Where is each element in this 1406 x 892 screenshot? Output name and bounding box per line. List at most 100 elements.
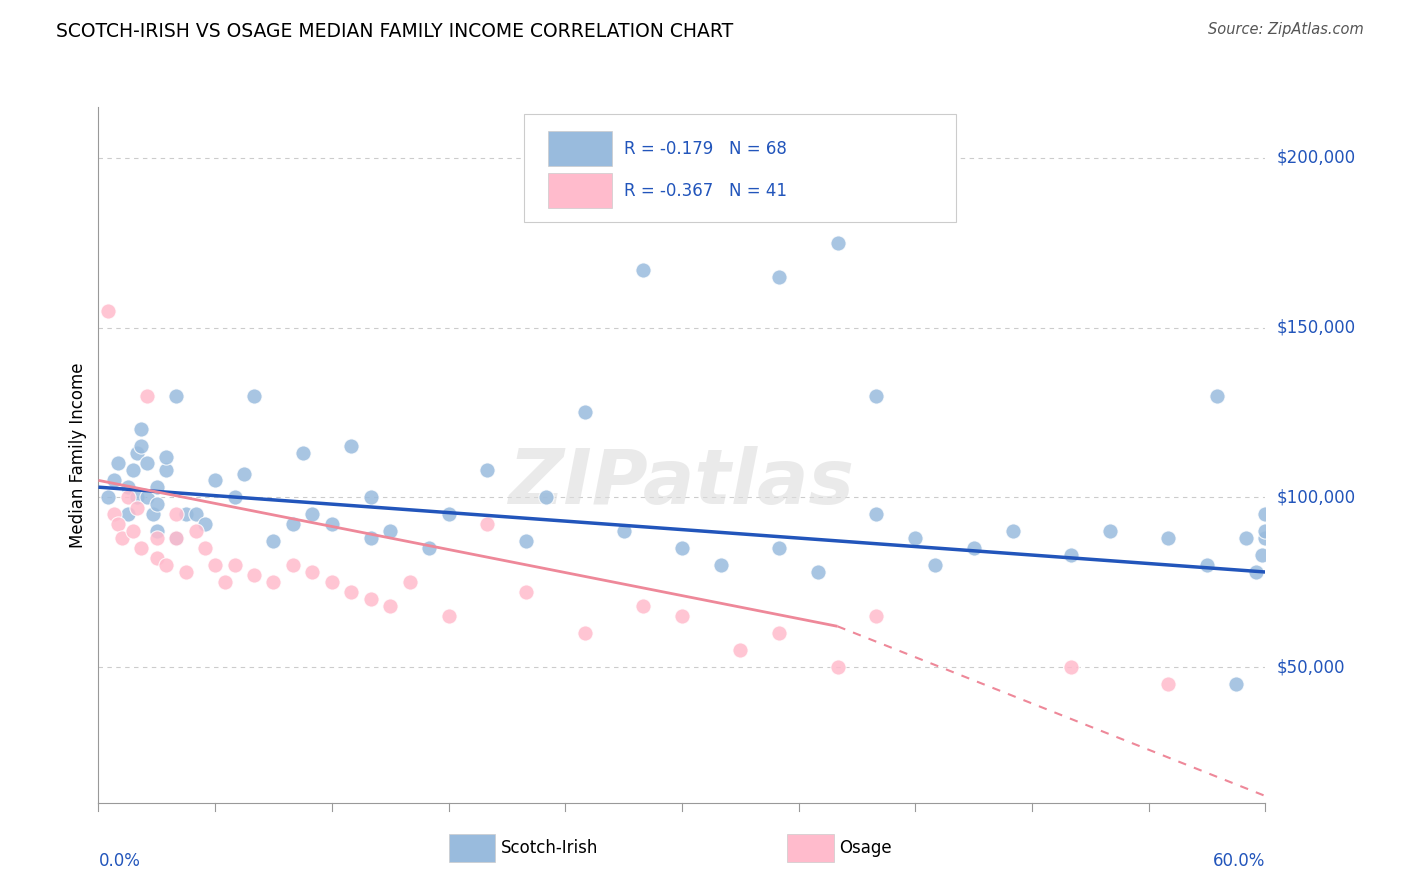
Point [574, 405, 596, 419]
Point [827, 660, 849, 674]
Point [301, 508, 323, 522]
Point [574, 626, 596, 640]
Text: R = -0.179   N = 68: R = -0.179 N = 68 [623, 140, 786, 158]
Point [827, 235, 849, 250]
Point [924, 558, 946, 573]
Point [360, 592, 382, 607]
FancyBboxPatch shape [524, 114, 956, 222]
Point [360, 491, 382, 505]
Point [204, 558, 226, 573]
Point [127, 500, 149, 515]
Point [515, 585, 537, 599]
Point [165, 531, 187, 545]
Text: 60.0%: 60.0% [1213, 852, 1265, 870]
Point [117, 491, 139, 505]
Y-axis label: Median Family Income: Median Family Income [69, 362, 87, 548]
Point [194, 517, 217, 532]
Point [1254, 524, 1277, 539]
Point [262, 575, 284, 590]
Point [155, 463, 177, 477]
Point [321, 575, 343, 590]
Point [1157, 531, 1180, 545]
Point [129, 439, 152, 453]
Point [243, 568, 266, 582]
Point [1244, 565, 1267, 579]
Point [710, 558, 733, 573]
Text: Source: ZipAtlas.com: Source: ZipAtlas.com [1208, 22, 1364, 37]
Point [146, 497, 169, 511]
Point [165, 388, 187, 402]
Point [129, 422, 152, 436]
Point [1205, 388, 1227, 402]
Point [146, 480, 169, 494]
Text: 0.0%: 0.0% [98, 852, 141, 870]
Point [136, 491, 159, 505]
Point [807, 565, 830, 579]
Point [631, 599, 654, 613]
Point [146, 531, 169, 545]
Point [127, 446, 149, 460]
Text: ZIPatlas: ZIPatlas [509, 446, 855, 520]
Point [671, 609, 693, 624]
Text: Osage: Osage [839, 839, 891, 857]
FancyBboxPatch shape [449, 834, 495, 862]
Point [477, 517, 499, 532]
Point [768, 269, 790, 284]
Point [233, 467, 256, 481]
Point [111, 531, 134, 545]
Point [174, 565, 197, 579]
Point [865, 508, 887, 522]
Text: R = -0.367   N = 41: R = -0.367 N = 41 [623, 182, 786, 200]
Point [122, 524, 145, 539]
Point [865, 609, 887, 624]
Point [437, 609, 460, 624]
Point [281, 558, 304, 573]
Point [1250, 548, 1272, 562]
FancyBboxPatch shape [548, 173, 612, 208]
Point [146, 524, 169, 539]
Point [1225, 677, 1247, 691]
Point [107, 457, 129, 471]
Point [142, 508, 165, 522]
Point [103, 474, 125, 488]
Point [515, 534, 537, 549]
Text: $150,000: $150,000 [1277, 318, 1355, 336]
Point [1234, 531, 1257, 545]
Point [418, 541, 440, 556]
Text: Scotch-Irish: Scotch-Irish [501, 839, 599, 857]
Point [129, 541, 152, 556]
Point [1254, 508, 1277, 522]
Point [262, 534, 284, 549]
Point [174, 508, 197, 522]
Point [127, 491, 149, 505]
Point [117, 480, 139, 494]
Point [136, 457, 159, 471]
Point [184, 524, 207, 539]
Point [165, 531, 187, 545]
Point [136, 388, 159, 402]
Point [398, 575, 420, 590]
Point [768, 626, 790, 640]
FancyBboxPatch shape [787, 834, 834, 862]
Point [224, 491, 246, 505]
Point [904, 531, 927, 545]
Point [155, 450, 177, 464]
Point [730, 643, 752, 657]
Text: SCOTCH-IRISH VS OSAGE MEDIAN FAMILY INCOME CORRELATION CHART: SCOTCH-IRISH VS OSAGE MEDIAN FAMILY INCO… [56, 22, 734, 41]
Point [107, 517, 129, 532]
Point [194, 541, 217, 556]
Point [671, 541, 693, 556]
Point [631, 263, 654, 277]
Point [146, 551, 169, 566]
Point [1157, 677, 1180, 691]
Text: $100,000: $100,000 [1277, 488, 1355, 507]
Point [224, 558, 246, 573]
Point [321, 517, 343, 532]
Point [117, 508, 139, 522]
Text: $200,000: $200,000 [1277, 149, 1355, 167]
Point [1098, 524, 1121, 539]
Point [340, 439, 363, 453]
Point [301, 565, 323, 579]
Point [1001, 524, 1024, 539]
Point [97, 303, 120, 318]
